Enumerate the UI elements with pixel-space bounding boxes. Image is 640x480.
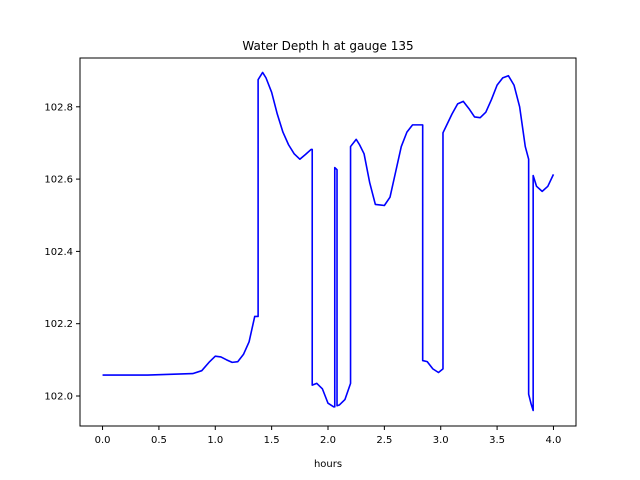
y-tick-label: 102.4 <box>44 247 73 258</box>
x-tick-label: 1.0 <box>207 435 223 446</box>
y-axis: 102.0 102.2 102.4 102.6 102.8 <box>44 102 80 402</box>
x-tick-label: 0.0 <box>95 435 111 446</box>
chart-title: Water Depth h at gauge 135 <box>242 39 413 53</box>
series-line <box>102 71 555 412</box>
x-axis: 0.0 0.5 1.0 1.5 2.0 2.5 3.0 3.5 4.0 <box>95 426 562 446</box>
x-tick-label: 3.0 <box>433 435 449 446</box>
y-tick-label: 102.6 <box>44 175 73 186</box>
plot-area <box>102 71 555 412</box>
x-tick-label: 2.0 <box>320 435 336 446</box>
x-tick-label: 2.5 <box>376 435 392 446</box>
x-axis-title: hours <box>314 459 342 470</box>
y-tick-label: 102.2 <box>44 319 73 330</box>
x-tick-label: 3.5 <box>489 435 505 446</box>
x-tick-label: 0.5 <box>151 435 167 446</box>
y-tick-label: 102.8 <box>44 102 73 113</box>
x-tick-label: 4.0 <box>546 435 562 446</box>
x-tick-label: 1.5 <box>264 435 280 446</box>
y-tick-label: 102.0 <box>44 391 73 402</box>
